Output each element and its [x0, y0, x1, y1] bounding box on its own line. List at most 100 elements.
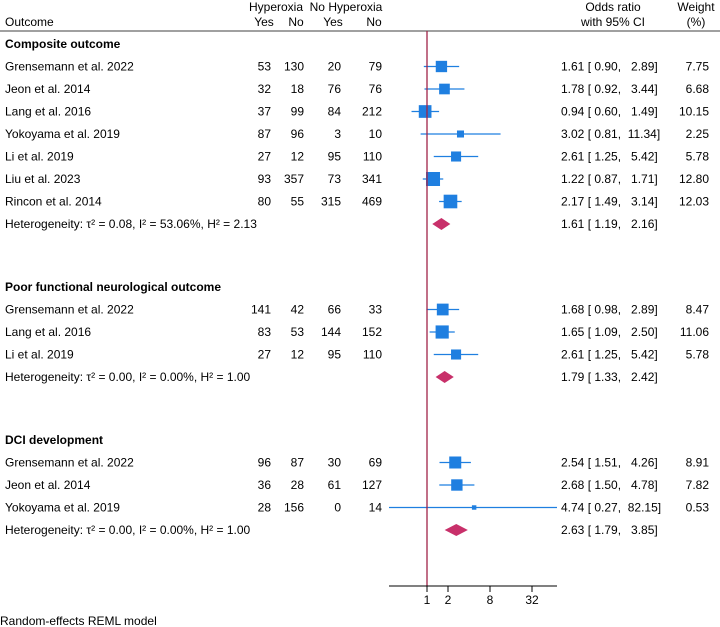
hyperoxia-no-count: 99 — [291, 105, 305, 119]
no-hyperoxia-yes-count: 61 — [328, 478, 342, 492]
study-marker — [426, 172, 441, 186]
column-headers: Outcome Hyperoxia No Hyperoxia Yes No Ye… — [5, 0, 715, 29]
hyperoxia-no-count: 12 — [291, 150, 305, 164]
odds-ratio-ci: 2.61 [ 1.25, 5.42] — [561, 150, 658, 164]
study-marker — [471, 505, 477, 510]
hyperoxia-yes-count: 37 — [258, 105, 272, 119]
study-marker — [456, 130, 465, 138]
study-weight: 8.47 — [686, 303, 710, 317]
hyperoxia-no-count: 12 — [291, 348, 305, 362]
study-label: Grensemann et al. 2022 — [5, 456, 134, 470]
weight-header: Weight — [677, 0, 715, 14]
study-weight: 5.78 — [686, 150, 710, 164]
hyperoxia-yes-count: 87 — [258, 127, 272, 141]
no-hyperoxia-no-header: No — [366, 15, 382, 29]
hyperoxia-yes-count: 83 — [258, 325, 272, 339]
study-label: Jeon et al. 2014 — [5, 82, 91, 96]
study-weight: 0.53 — [686, 501, 710, 515]
heterogeneity-stats: Heterogeneity: τ² = 0.08, I² = 53.06%, H… — [5, 217, 257, 231]
pooled-odds-ratio-ci: 1.61 [ 1.19, 2.16] — [561, 217, 658, 231]
study-marker — [436, 303, 449, 316]
no-hyperoxia-no-count: 14 — [369, 501, 383, 515]
study-weight: 12.03 — [679, 195, 709, 209]
study-label: Lang et al. 2016 — [5, 105, 91, 119]
hyperoxia-yes-count: 53 — [258, 60, 272, 74]
hyperoxia-no-count: 42 — [291, 303, 305, 317]
hyperoxia-yes-count: 141 — [251, 303, 271, 317]
ci-header: with 95% CI — [580, 15, 645, 29]
x-tick-label: 2 — [445, 593, 452, 607]
no-hyperoxia-yes-count: 30 — [328, 456, 342, 470]
hyperoxia-no-count: 53 — [291, 325, 305, 339]
hyperoxia-yes-count: 80 — [258, 195, 272, 209]
no-hyperoxia-no-count: 76 — [369, 82, 383, 96]
hyperoxia-header: Hyperoxia — [249, 0, 303, 14]
odds-ratio-ci: 2.17 [ 1.49, 3.14] — [561, 195, 658, 209]
odds-ratio-ci: 4.74 [ 0.27, 82.15] — [561, 501, 661, 515]
study-marker — [449, 456, 462, 469]
odds-ratio-ci: 1.68 [ 0.98, 2.89] — [561, 303, 658, 317]
pooled-odds-ratio-ci: 1.79 [ 1.33, 2.42] — [561, 370, 658, 384]
no-hyperoxia-no-count: 212 — [362, 105, 382, 119]
no-hyperoxia-no-count: 33 — [369, 303, 383, 317]
hyperoxia-no-count: 130 — [284, 60, 304, 74]
no-hyperoxia-yes-count: 76 — [328, 82, 342, 96]
hyperoxia-yes-count: 27 — [258, 150, 272, 164]
hyperoxia-yes-count: 28 — [258, 501, 272, 515]
no-hyperoxia-yes-count: 84 — [328, 105, 342, 119]
study-label: Yokoyama et al. 2019 — [5, 127, 120, 141]
study-label: Jeon et al. 2014 — [5, 478, 91, 492]
no-hyperoxia-yes-header: Yes — [323, 15, 343, 29]
hyperoxia-no-header: No — [288, 15, 304, 29]
no-hyperoxia-yes-count: 144 — [321, 325, 341, 339]
no-hyperoxia-yes-count: 73 — [328, 172, 342, 186]
hyperoxia-no-count: 18 — [291, 82, 305, 96]
study-label: Rincon et al. 2014 — [5, 195, 102, 209]
hyperoxia-yes-count: 93 — [258, 172, 272, 186]
study-marker — [451, 479, 463, 491]
outcome-header: Outcome — [5, 15, 54, 29]
x-tick-label: 8 — [487, 593, 494, 607]
hyperoxia-yes-count: 27 — [258, 348, 272, 362]
no-hyperoxia-no-count: 341 — [362, 172, 382, 186]
study-label: Yokoyama et al. 2019 — [5, 501, 120, 515]
odds-ratio-header: Odds ratio — [585, 0, 641, 14]
study-weight: 6.68 — [686, 82, 710, 96]
study-weight: 2.25 — [686, 127, 710, 141]
no-hyperoxia-yes-count: 20 — [328, 60, 342, 74]
study-weight: 7.82 — [686, 478, 710, 492]
no-hyperoxia-yes-count: 3 — [334, 127, 341, 141]
hyperoxia-no-count: 55 — [291, 195, 305, 209]
odds-ratio-ci: 1.22 [ 0.87, 1.71] — [561, 172, 658, 186]
hyperoxia-no-count: 87 — [291, 456, 305, 470]
study-label: Grensemann et al. 2022 — [5, 303, 134, 317]
study-weight: 7.75 — [686, 60, 710, 74]
weight-unit-header: (%) — [687, 15, 706, 29]
no-hyperoxia-no-count: 469 — [362, 195, 382, 209]
group-title: Poor functional neurological outcome — [5, 280, 221, 294]
pooled-diamond — [435, 371, 454, 383]
study-label: Liu et al. 2023 — [5, 172, 81, 186]
no-hyperoxia-yes-count: 315 — [321, 195, 341, 209]
hyperoxia-yes-count: 96 — [258, 456, 272, 470]
pooled-diamond — [444, 524, 468, 536]
study-marker — [451, 349, 462, 360]
hyperoxia-no-count: 357 — [284, 172, 304, 186]
odds-ratio-ci: 0.94 [ 0.60, 1.49] — [561, 105, 658, 119]
no-hyperoxia-no-count: 79 — [369, 60, 383, 74]
no-hyperoxia-yes-count: 0 — [334, 501, 341, 515]
odds-ratio-ci: 2.68 [ 1.50, 4.78] — [561, 478, 658, 492]
hyperoxia-no-count: 28 — [291, 478, 305, 492]
x-tick-label: 32 — [525, 593, 539, 607]
study-label: Li et al. 2019 — [5, 348, 74, 362]
no-hyperoxia-no-count: 69 — [369, 456, 383, 470]
x-tick-label: 1 — [424, 593, 431, 607]
no-hyperoxia-yes-count: 95 — [328, 348, 342, 362]
study-label: Lang et al. 2016 — [5, 325, 91, 339]
no-hyperoxia-no-count: 110 — [363, 348, 382, 362]
study-label: Li et al. 2019 — [5, 150, 74, 164]
study-marker — [451, 151, 462, 162]
study-marker — [418, 105, 432, 118]
study-weight: 12.80 — [679, 172, 709, 186]
no-hyperoxia-no-count: 110 — [363, 150, 382, 164]
